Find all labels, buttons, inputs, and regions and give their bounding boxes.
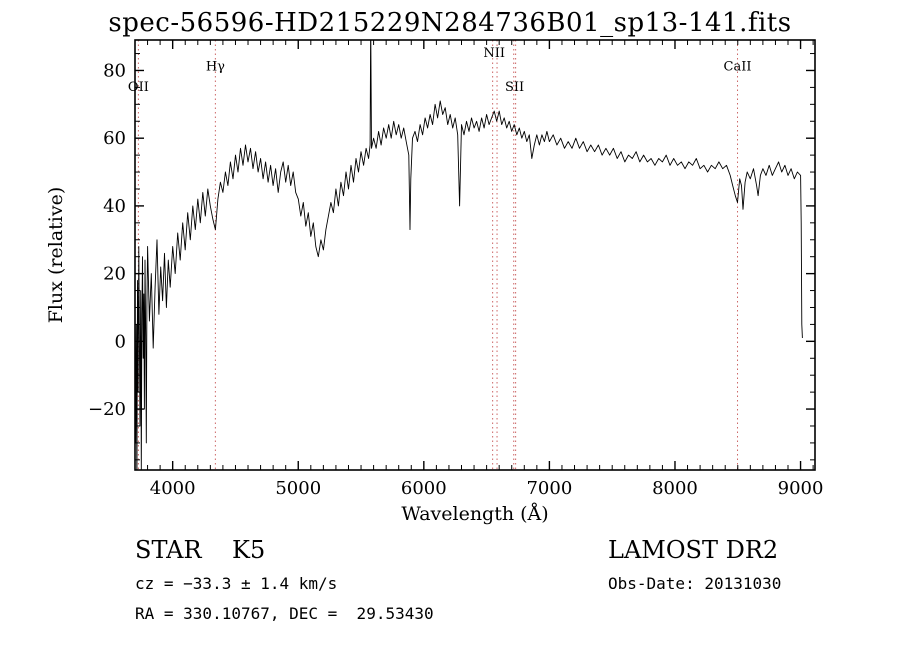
x-tick-label: 5000 [275, 478, 321, 499]
cz-value: cz = −33.3 ± 1.4 km/s [135, 574, 338, 593]
ra-dec-value: RA = 330.10767, DEC = 29.53430 [135, 604, 434, 623]
y-tick-label: 20 [103, 264, 126, 285]
spectral-line-label: NII [483, 46, 505, 61]
x-tick-label: 8000 [652, 478, 698, 499]
y-tick-label: 80 [103, 60, 126, 81]
spectral-line-label: Hγ [206, 59, 225, 74]
survey-label: LAMOST DR2 [608, 536, 779, 564]
x-axis-label: Wavelength (Å) [401, 503, 548, 525]
spectral-line-label: SII [505, 80, 524, 95]
y-tick-label: 0 [115, 331, 126, 352]
plot-border [134, 39, 816, 471]
y-tick-label: 40 [103, 196, 126, 217]
x-tick-label: 9000 [778, 478, 824, 499]
y-tick-label: −20 [88, 399, 126, 420]
y-tick-label: 60 [103, 128, 126, 149]
spectrum-trace [135, 40, 803, 470]
page-title: spec-56596-HD215229N284736B01_sp13-141.f… [108, 8, 792, 38]
spectral-line-label: CaII [724, 59, 752, 74]
star-class-label: STAR K5 [135, 536, 266, 564]
x-tick-label: 6000 [401, 478, 447, 499]
obs-date: Obs-Date: 20131030 [608, 574, 782, 593]
x-tick-label: 7000 [526, 478, 572, 499]
y-axis-label: Flux (relative) [45, 187, 67, 324]
x-tick-label: 4000 [150, 478, 196, 499]
